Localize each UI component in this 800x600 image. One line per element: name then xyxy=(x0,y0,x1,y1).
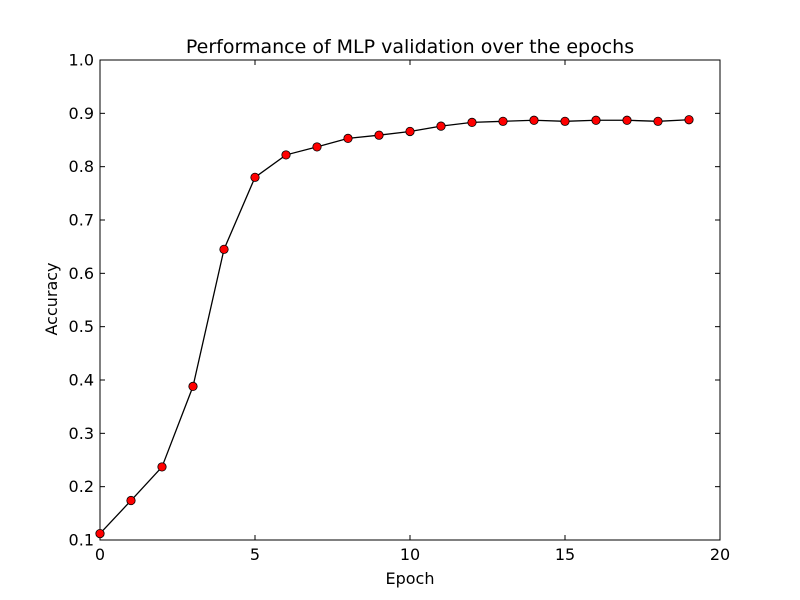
y-tick-label: 0.2 xyxy=(69,477,94,496)
data-point xyxy=(529,115,539,125)
data-point xyxy=(126,495,136,506)
series-line xyxy=(99,119,690,535)
data-point xyxy=(188,381,198,391)
x-tick-label: 5 xyxy=(250,545,260,564)
x-axis-title: Epoch xyxy=(386,569,435,588)
data-point xyxy=(560,116,570,126)
data-point xyxy=(95,528,105,539)
x-tick-label: 10 xyxy=(400,545,420,564)
data-point xyxy=(250,172,260,182)
y-tick-label: 0.5 xyxy=(69,317,94,336)
data-point xyxy=(591,115,601,125)
data-point xyxy=(653,116,663,126)
x-tick-label: 20 xyxy=(710,545,730,564)
data-point xyxy=(622,115,632,125)
y-tick-label: 0.1 xyxy=(69,531,94,550)
y-tick-label: 0.9 xyxy=(69,104,94,123)
y-tick-label: 0.7 xyxy=(69,211,94,230)
data-point xyxy=(467,117,477,128)
data-point xyxy=(157,462,167,472)
data-point xyxy=(374,130,384,140)
y-tick-label: 0.4 xyxy=(69,371,94,390)
y-tick-label: 0.6 xyxy=(69,264,94,283)
x-tick-label: 0 xyxy=(95,545,105,564)
data-point xyxy=(219,244,229,254)
data-point xyxy=(343,133,353,143)
y-tick-label: 0.8 xyxy=(69,157,94,176)
y-tick-label: 0.3 xyxy=(69,424,94,443)
plot-area: 0 5 10 15 20 0.1 0.2 0.3 0.4 0.5 0.6 0.7 0.8 0.9 1.0 xyxy=(69,51,731,565)
data-point xyxy=(405,126,415,137)
data-point xyxy=(281,150,291,160)
data-point xyxy=(436,121,446,131)
data-point xyxy=(684,115,694,125)
data-point xyxy=(312,142,322,152)
x-tick-label: 15 xyxy=(555,545,575,564)
y-axis-title: Accuracy xyxy=(42,262,61,335)
data-point xyxy=(498,116,508,126)
y-tick-label: 1.0 xyxy=(69,51,94,70)
chart-title: Performance of MLP validation over the e… xyxy=(186,36,634,58)
